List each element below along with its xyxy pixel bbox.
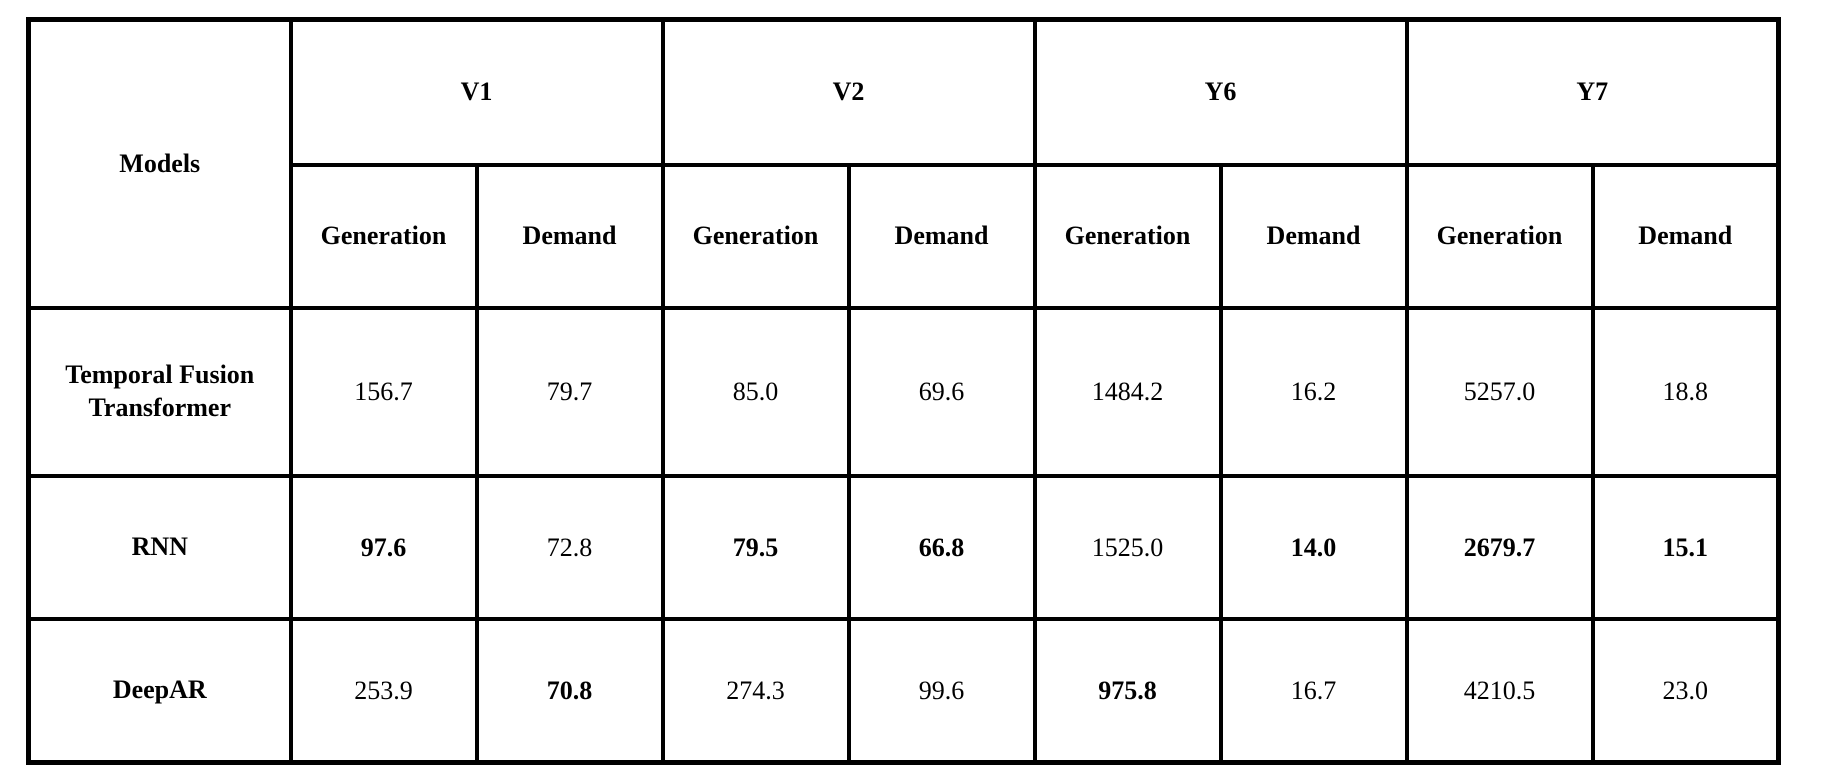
cell-value: 66.8 — [846, 473, 1037, 622]
cell-value: 79.5 — [660, 473, 851, 622]
cell-value: 18.8 — [1590, 305, 1781, 478]
subheader-v2-generation: Generation — [660, 162, 851, 310]
cell-value: 16.7 — [1218, 617, 1409, 765]
sub-header-row: Generation Demand Generation Demand Gene… — [29, 162, 1781, 310]
group-header-y7: Y7 — [1404, 17, 1781, 167]
model-name: Temporal Fusion Transformer — [26, 305, 293, 478]
cell-value: 69.6 — [846, 305, 1037, 478]
model-name: DeepAR — [26, 617, 293, 765]
cell-value: 16.2 — [1218, 305, 1409, 478]
cell-value: 156.7 — [288, 305, 479, 478]
group-header-v1: V1 — [288, 17, 665, 167]
subheader-y7-demand: Demand — [1590, 162, 1781, 310]
cell-value: 99.6 — [846, 617, 1037, 765]
subheader-v1-demand: Demand — [474, 162, 665, 310]
cell-value: 97.6 — [288, 473, 479, 622]
subheader-y7-generation: Generation — [1404, 162, 1595, 310]
cell-value: 79.7 — [474, 305, 665, 478]
cell-value: 5257.0 — [1404, 305, 1595, 478]
model-name: RNN — [26, 473, 293, 622]
cell-value: 1484.2 — [1032, 305, 1223, 478]
table-row-rnn: RNN 97.6 72.8 79.5 66.8 1525.0 14.0 2679… — [26, 473, 1781, 622]
group-header-row: Models V1 V2 Y6 Y7 — [26, 17, 1781, 310]
cell-value: 274.3 — [660, 617, 851, 765]
subheader-y6-demand: Demand — [1218, 162, 1409, 310]
subheader-v2-demand: Demand — [846, 162, 1037, 310]
cell-value: 1525.0 — [1032, 473, 1223, 622]
models-corner-header: Models — [26, 17, 293, 310]
cell-value: 14.0 — [1218, 473, 1409, 622]
table-row-temporal-fusion-transformer: Temporal Fusion Transformer 156.7 79.7 8… — [26, 305, 1781, 478]
cell-value: 85.0 — [660, 305, 851, 478]
cell-value: 975.8 — [1032, 617, 1223, 765]
subheader-y6-generation: Generation — [1032, 162, 1223, 310]
subheader-v1-generation: Generation — [288, 162, 479, 310]
cell-value: 15.1 — [1590, 473, 1781, 622]
table-row-deepar: DeepAR 253.9 70.8 274.3 99.6 975.8 16.7 … — [26, 617, 1781, 765]
cell-value: 70.8 — [474, 617, 665, 765]
cell-value: 23.0 — [1590, 617, 1781, 765]
cell-value: 72.8 — [474, 473, 665, 622]
model-results-table: Models V1 V2 Y6 Y7 Generation Demand Gen… — [26, 17, 1781, 765]
group-header-v2: V2 — [660, 17, 1037, 167]
cell-value: 4210.5 — [1404, 617, 1595, 765]
cell-value: 2679.7 — [1404, 473, 1595, 622]
cell-value: 253.9 — [288, 617, 479, 765]
group-header-y6: Y6 — [1032, 17, 1409, 167]
